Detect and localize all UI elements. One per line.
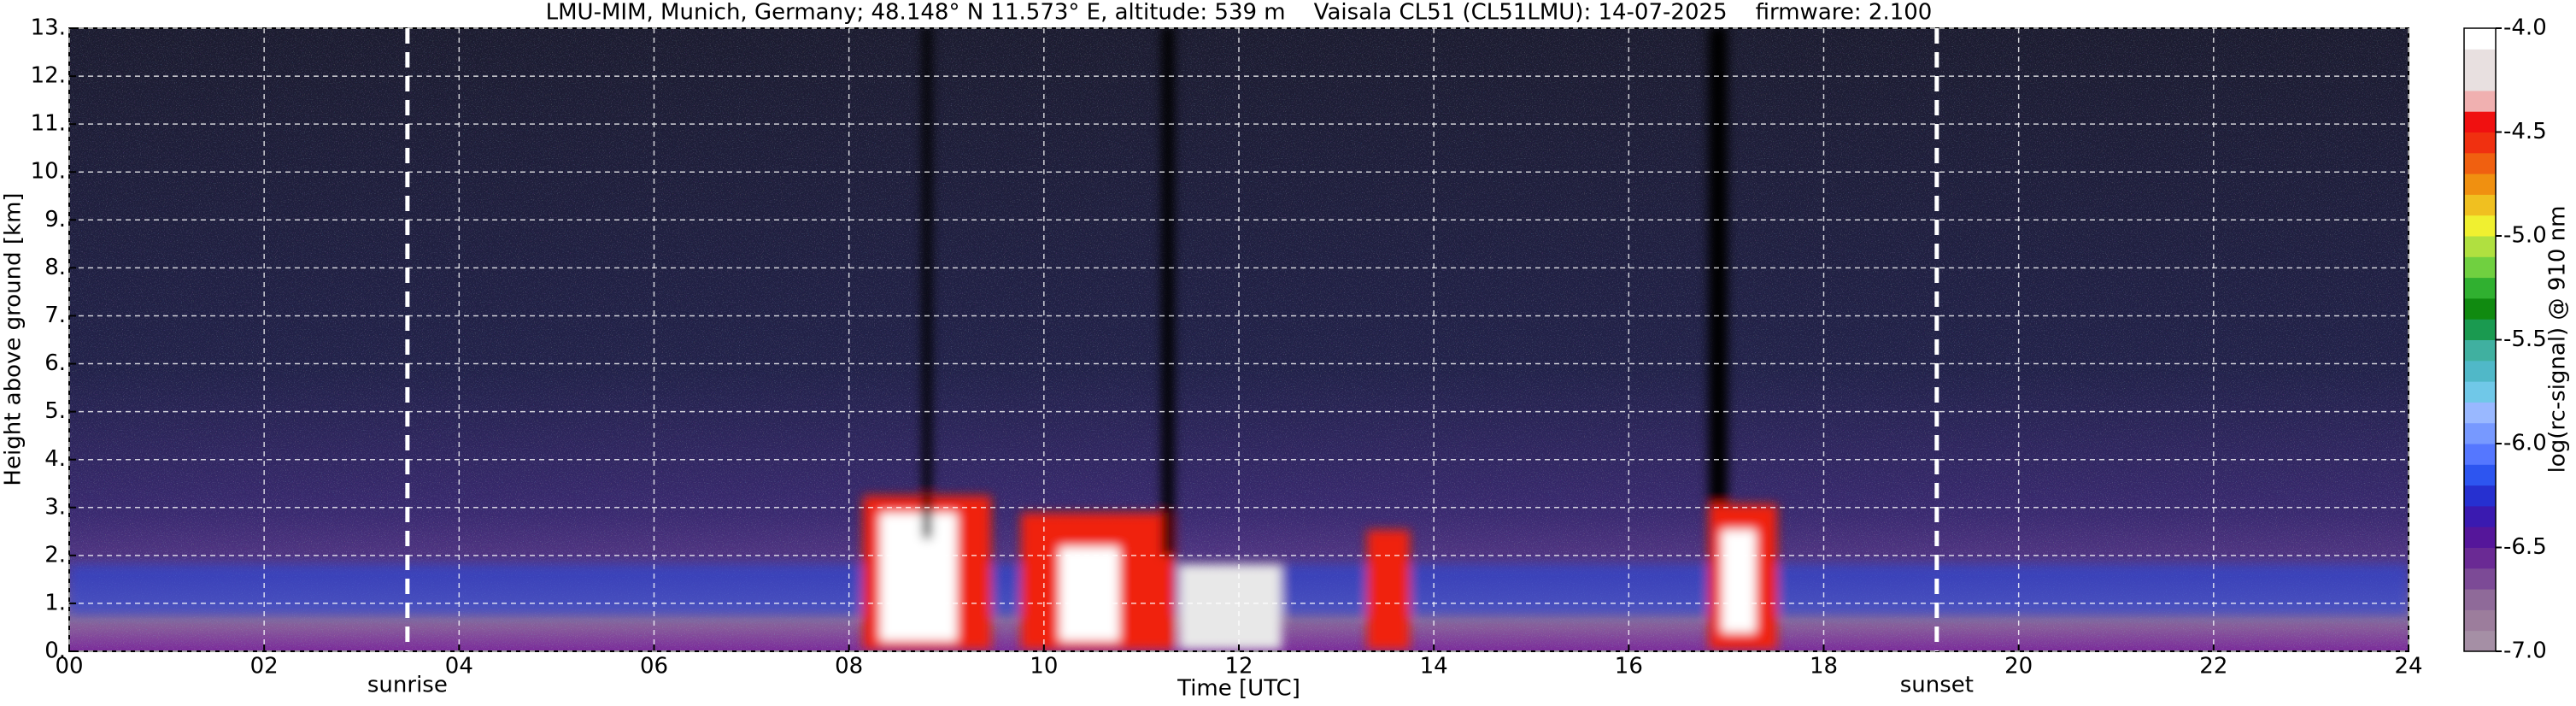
colorbar-segment bbox=[2464, 339, 2496, 362]
y-tick-label: 8. bbox=[44, 255, 66, 280]
colorbar-segment bbox=[2464, 444, 2496, 465]
y-tick-label: 12. bbox=[31, 63, 66, 89]
colorbar-segment bbox=[2464, 630, 2496, 652]
y-tick-label: 7. bbox=[44, 303, 66, 328]
colorbar-segment bbox=[2464, 485, 2496, 507]
colorbar-segment bbox=[2464, 505, 2496, 527]
annotation-label: sunset bbox=[1900, 673, 1974, 698]
x-tick-label: 08 bbox=[835, 654, 863, 680]
colorbar-tick-label: -5.0 bbox=[2503, 223, 2547, 249]
colorbar-tick-label: -4.0 bbox=[2503, 15, 2547, 41]
colorbar-segment bbox=[2464, 381, 2496, 403]
colorbar-segment bbox=[2464, 194, 2496, 216]
x-tick-label: 04 bbox=[445, 654, 473, 680]
y-tick-label: 13. bbox=[31, 15, 66, 41]
y-tick-label: 3. bbox=[44, 494, 66, 520]
annotation-label: sunrise bbox=[367, 673, 448, 698]
colorbar-segment bbox=[2464, 360, 2496, 382]
colorbar-tick-label: -7.0 bbox=[2503, 638, 2547, 664]
colorbar-segment bbox=[2464, 132, 2496, 154]
colorbar-tick-label: -5.5 bbox=[2503, 327, 2547, 352]
colorbar-label: log(rc-signal) @ 910 nm bbox=[2545, 206, 2571, 474]
colorbar-segment bbox=[2464, 111, 2496, 132]
colorbar-segment bbox=[2464, 609, 2496, 632]
colorbar-segment bbox=[2464, 277, 2496, 299]
colorbar-tick-label: -6.0 bbox=[2503, 431, 2547, 456]
colorbar-segment bbox=[2464, 402, 2496, 424]
colorbar-segment bbox=[2464, 256, 2496, 279]
y-tick-label: 6. bbox=[44, 350, 66, 376]
x-tick-label: 00 bbox=[55, 654, 83, 680]
colorbar-segment bbox=[2464, 297, 2496, 320]
colorbar-segment bbox=[2464, 464, 2496, 486]
colorbar-segment bbox=[2464, 49, 2496, 71]
y-tick-label: 1. bbox=[44, 590, 66, 615]
x-tick-label: 20 bbox=[2004, 654, 2033, 680]
colorbar-segment bbox=[2464, 527, 2496, 548]
x-tick-label: 18 bbox=[1810, 654, 1838, 680]
x-tick-label: 06 bbox=[640, 654, 668, 680]
x-tick-label: 02 bbox=[250, 654, 279, 680]
colorbar-tick-label: -6.5 bbox=[2503, 534, 2547, 560]
x-tick-label: 16 bbox=[1615, 654, 1643, 680]
colorbar-tick-label: -4.5 bbox=[2503, 119, 2547, 144]
colorbar-segment bbox=[2464, 215, 2496, 237]
x-tick-label: 12 bbox=[1224, 654, 1253, 680]
colorbar-segment bbox=[2464, 28, 2496, 50]
y-tick-label: 2. bbox=[44, 542, 66, 568]
colorbar-segment bbox=[2464, 236, 2496, 257]
y-tick-label: 5. bbox=[44, 398, 66, 424]
x-tick-label: 22 bbox=[2199, 654, 2227, 680]
y-tick-label: 0. bbox=[44, 638, 66, 664]
colorbar-segment bbox=[2464, 422, 2496, 444]
y-tick-label: 10. bbox=[31, 159, 66, 185]
colorbar-segment bbox=[2464, 69, 2496, 91]
y-tick-label: 4. bbox=[44, 446, 66, 472]
colorbar-segment bbox=[2464, 589, 2496, 610]
x-tick-label: 24 bbox=[2394, 654, 2422, 680]
colorbar-segment bbox=[2464, 174, 2496, 195]
y-tick-label: 11. bbox=[31, 111, 66, 137]
x-tick-label: 10 bbox=[1030, 654, 1058, 680]
colorbar-segment bbox=[2464, 90, 2496, 112]
colorbar-segment bbox=[2464, 152, 2496, 174]
x-axis-label: Time [UTC] bbox=[1177, 676, 1300, 702]
y-tick-label: 9. bbox=[44, 207, 66, 232]
colorbar-segment bbox=[2464, 319, 2496, 340]
chart-title: LMU-MIM, Munich, Germany; 48.148° N 11.5… bbox=[546, 0, 1933, 26]
colorbar-segment bbox=[2464, 547, 2496, 569]
y-axis-label: Height above ground [km] bbox=[1, 192, 26, 485]
x-tick-label: 14 bbox=[1420, 654, 1448, 680]
colorbar-segment bbox=[2464, 568, 2496, 590]
